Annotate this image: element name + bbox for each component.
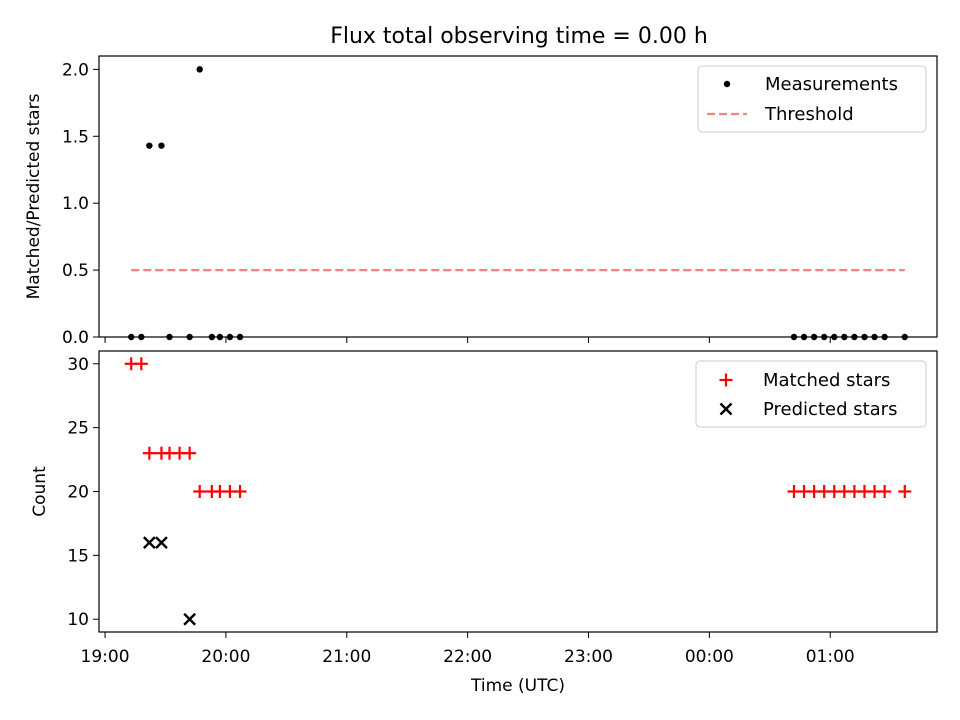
legend-measurements-label: Measurements — [765, 74, 898, 95]
measurement-point — [851, 333, 858, 341]
measurement-point — [216, 333, 224, 341]
measurement-point — [128, 333, 135, 341]
xtick-label: 22:00 — [443, 647, 492, 667]
top-panel: 0.0 0.5 1.0 1.5 2.0 Matched/Predicted stars Me… — [24, 55, 938, 348]
measurement-point — [208, 333, 216, 341]
legend-measurements-marker — [723, 80, 731, 88]
measurement-point — [861, 333, 868, 341]
measurement-point — [236, 333, 244, 341]
top-legend: Measurements Threshold — [697, 65, 927, 133]
matched-star-point — [898, 485, 912, 498]
predicted-star-point-b — [155, 536, 168, 549]
legend-predicted-marker — [719, 402, 733, 416]
top-ylabel: Matched/Predicted stars — [24, 93, 44, 299]
measurement-point — [166, 333, 173, 341]
measurement-point — [790, 333, 798, 341]
xtick-label: 21:00 — [322, 647, 371, 667]
predicted-star-point-b — [183, 612, 196, 626]
bottom-ytick-label: 25 — [67, 419, 89, 439]
bottom-legend: Matched stars Predicted stars — [695, 360, 927, 428]
top-ytick-label: 2.0 — [62, 60, 89, 80]
predicted-star-point — [155, 536, 168, 549]
bottom-ytick-label: 20 — [67, 483, 89, 503]
bottom-ytick-label: 15 — [67, 546, 89, 566]
predicted-star-point-b — [143, 536, 156, 549]
matched-star-point — [134, 357, 148, 371]
legend-matched-marker — [719, 373, 733, 387]
legend-matched-label: Matched stars — [763, 370, 890, 391]
measurement-point — [800, 333, 808, 341]
xlabel: Time (UTC) — [470, 676, 565, 696]
top-ytick-label: 0.5 — [62, 261, 89, 281]
matched-star-point — [878, 485, 892, 498]
bottom-panel: 10 15 20 25 30 19:00 20:00 21:00 22:00 23:00 00:00… — [30, 350, 938, 696]
matched-star-point — [233, 485, 247, 498]
bottom-ytick-label: 10 — [67, 610, 89, 630]
matched-star-point — [142, 446, 156, 460]
top-ytick-label: 1.0 — [62, 194, 89, 214]
measurement-point — [196, 66, 203, 73]
measurement-point — [831, 333, 838, 341]
bottom-ytick-label: 30 — [67, 355, 89, 375]
measurement-point — [146, 142, 153, 149]
chart-title: Flux total observing time = 0.00 h — [330, 24, 708, 49]
legend-threshold-label: Threshold — [764, 104, 854, 125]
legend-predicted-label: Predicted stars — [763, 399, 897, 420]
matched-star-point — [183, 446, 197, 460]
measurement-point — [138, 333, 145, 341]
measurement-point — [158, 142, 165, 149]
xtick-label: 01:00 — [806, 647, 855, 667]
top-axes-frame — [98, 55, 938, 338]
xtick-label: 00:00 — [685, 647, 734, 667]
measurement-point — [810, 333, 818, 341]
predicted-star-point — [143, 536, 156, 549]
measurement-point — [901, 333, 908, 341]
measurement-point — [871, 333, 878, 341]
measurement-point — [186, 333, 193, 341]
top-legend-frame — [697, 65, 927, 133]
top-ytick-label: 0.0 — [62, 328, 89, 348]
measurement-point — [820, 333, 828, 341]
measurement-point — [841, 333, 848, 341]
bottom-ylabel: Count — [30, 466, 50, 517]
predicted-star-point — [183, 612, 196, 626]
measurement-point — [881, 333, 888, 341]
xtick-label: 19:00 — [81, 647, 130, 667]
xtick-label: 23:00 — [564, 647, 613, 667]
bottom-legend-frame — [695, 360, 927, 428]
measurement-point — [226, 333, 234, 341]
matched-star-point — [193, 485, 207, 498]
xtick-label: 20:00 — [201, 647, 250, 667]
top-ytick-label: 1.5 — [62, 127, 89, 147]
legend-predicted-marker-b — [719, 402, 733, 416]
